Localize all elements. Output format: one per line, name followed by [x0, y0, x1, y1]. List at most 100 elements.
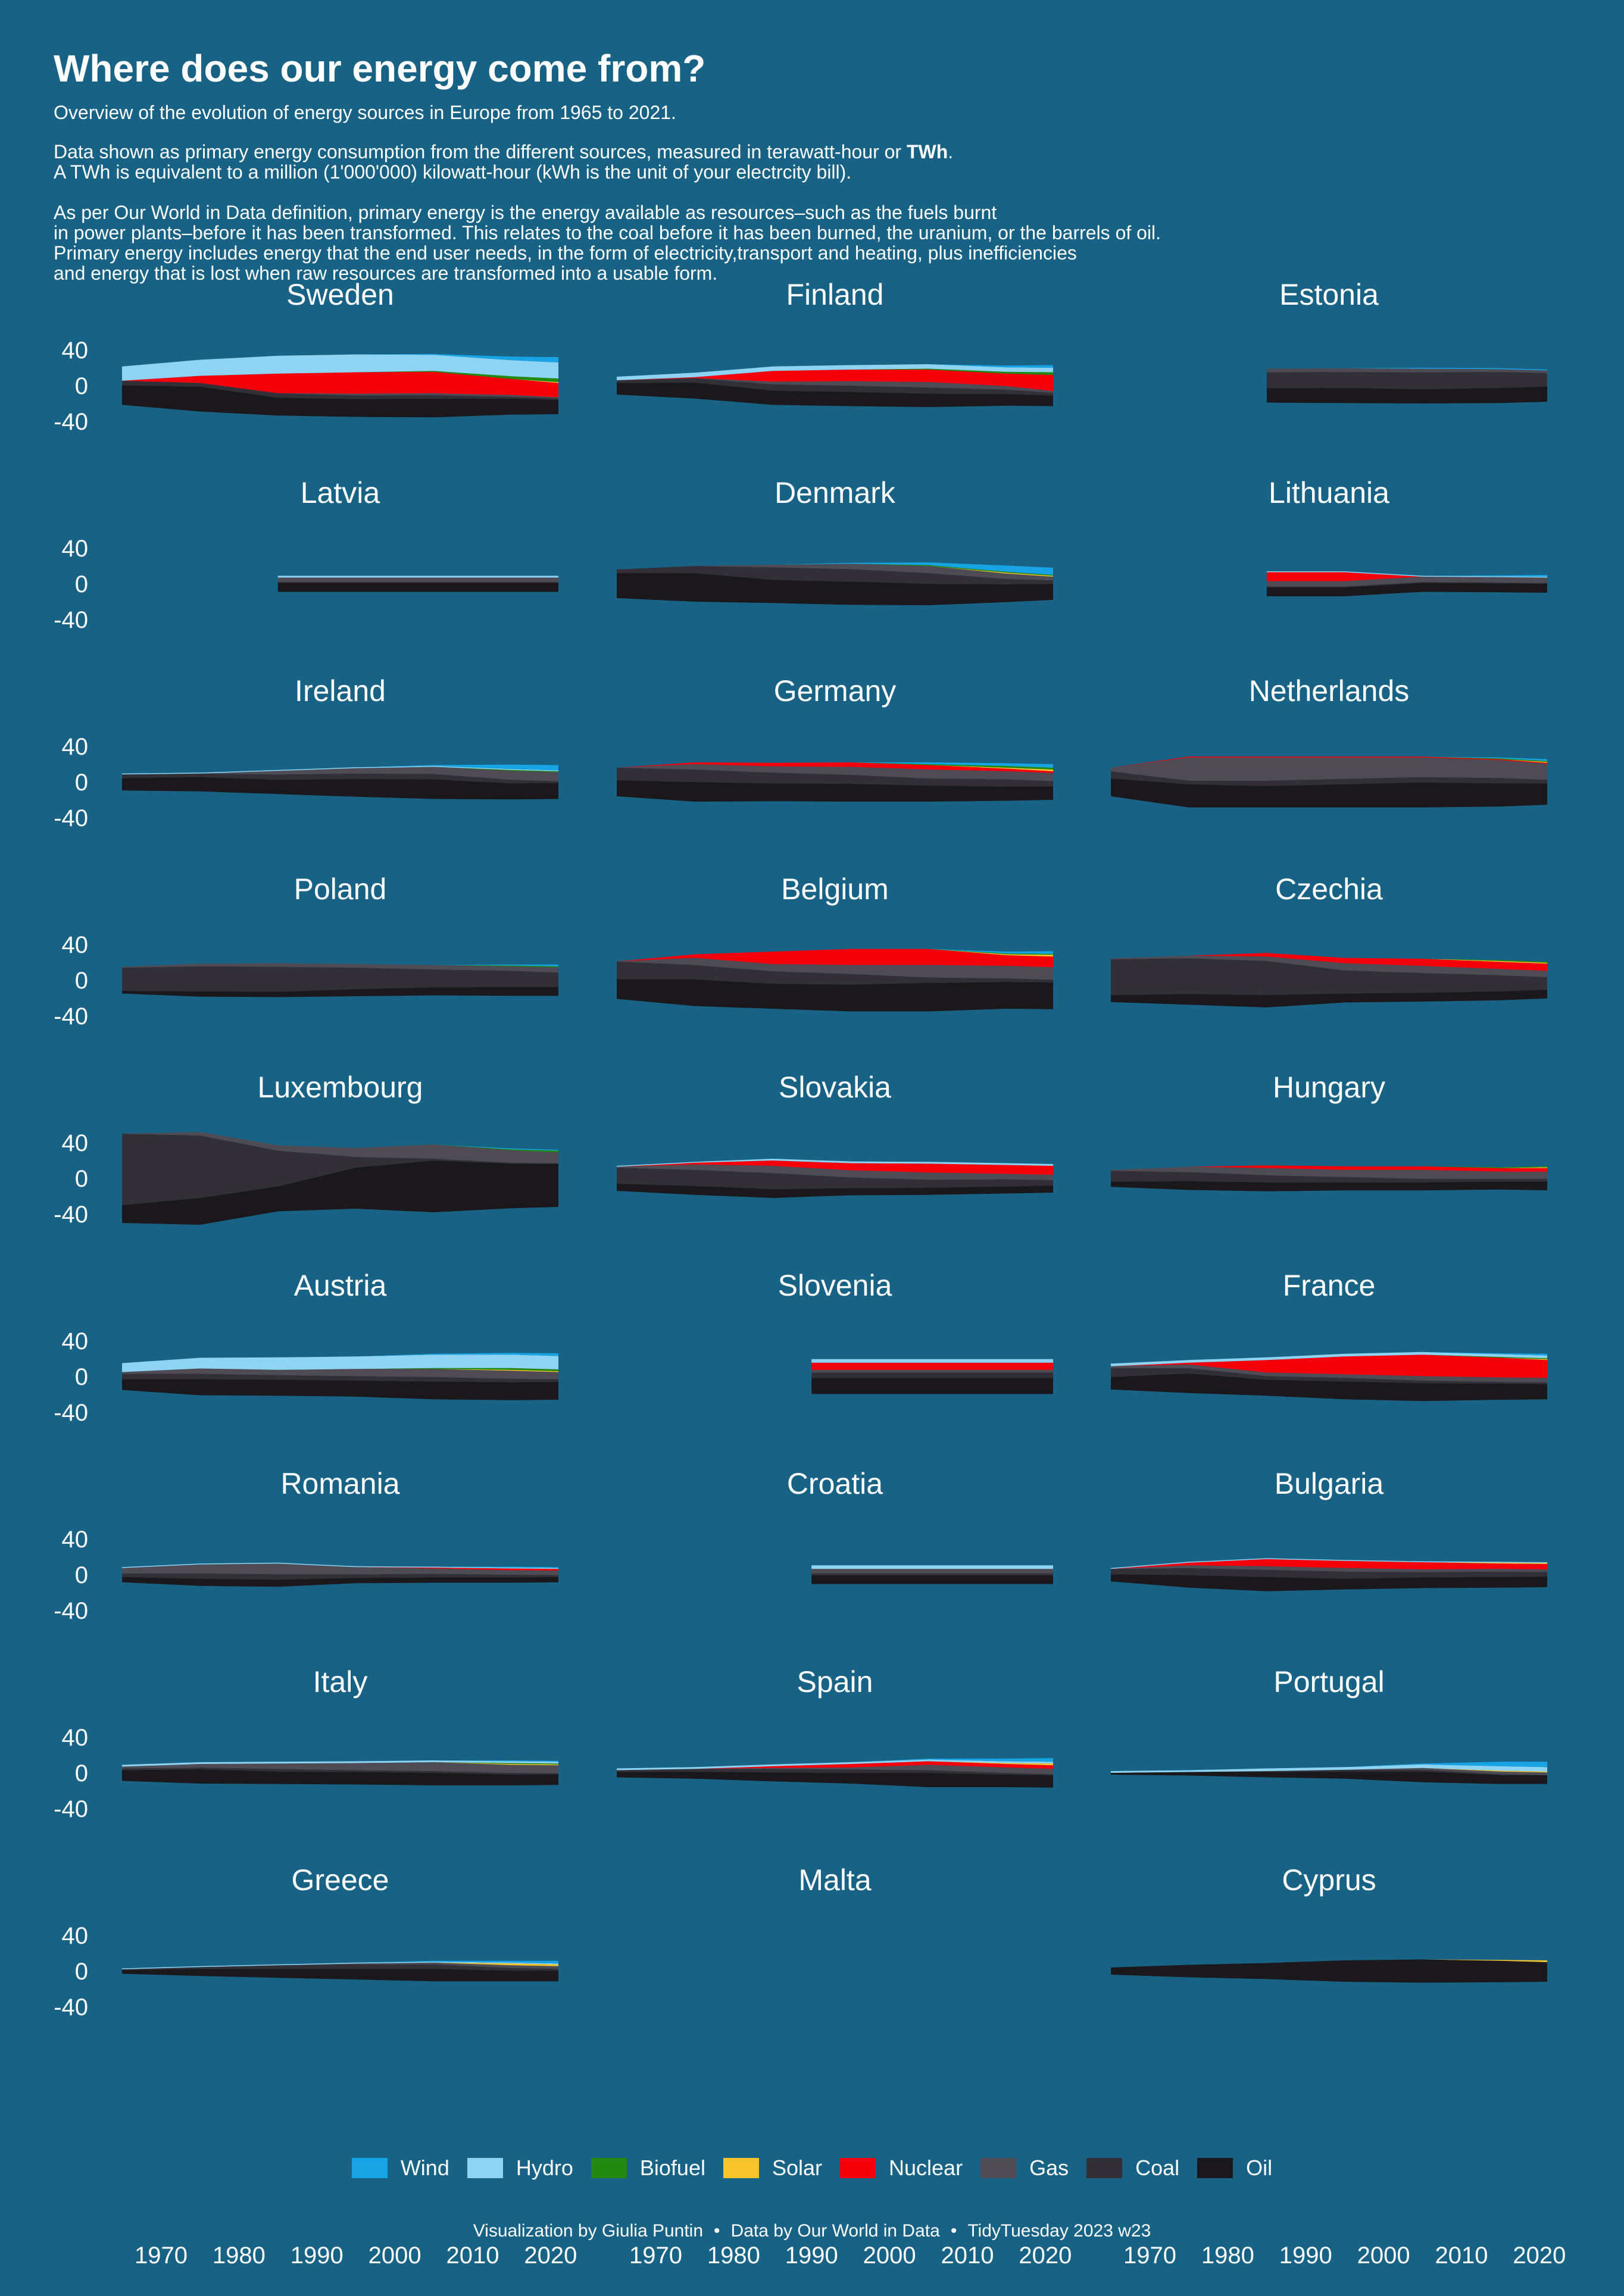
stream-oil [811, 1378, 1053, 1394]
legend-label: Hydro [516, 2156, 573, 2180]
y-tick-label: 0 [75, 1364, 88, 1390]
x-tick-label: 1990 [785, 2242, 838, 2269]
y-tick-label: 40 [62, 1527, 89, 1553]
stream-coal [122, 773, 558, 784]
y-tick-label: -40 [54, 1400, 88, 1426]
y-tick-label: -40 [54, 1796, 88, 1822]
stream-gas [1111, 1565, 1547, 1572]
stream-coal [617, 768, 1053, 787]
legend-item-nuclear: Nuclear [840, 2156, 963, 2181]
stream-hydro [811, 1565, 1053, 1569]
stream-oil [617, 382, 1053, 407]
stream-gas [617, 764, 1053, 781]
legend-item-hydro: Hydro [467, 2156, 573, 2181]
stream-coal [122, 1374, 558, 1382]
legend-label: Gas [1029, 2156, 1069, 2180]
stream-gas [811, 1369, 1053, 1373]
panel-title: France [1283, 1269, 1376, 1302]
legend-swatch [980, 2158, 1017, 2178]
y-tick-label: 0 [75, 769, 88, 796]
definition-line-4: and energy that is lost when raw resourc… [54, 262, 718, 284]
stream-gas [1111, 757, 1547, 781]
legend-swatch [591, 2158, 627, 2178]
y-tick-label: -40 [54, 1003, 88, 1030]
y-tick-label: 40 [62, 337, 89, 364]
stream-oil [122, 1379, 558, 1400]
panel-sweden: Sweden 40 0 -40 [54, 278, 558, 435]
stream-gas [617, 1765, 1053, 1775]
stream-coal [1111, 1368, 1547, 1384]
stream-gas [1111, 955, 1547, 977]
panel-title: Austria [294, 1269, 387, 1302]
stream-nuclear [617, 370, 1053, 391]
stream-oil [1111, 1574, 1547, 1591]
data-note-unit: TWh [906, 141, 948, 162]
y-tick-label: 0 [75, 1562, 88, 1588]
panel-title: Latvia [301, 476, 380, 509]
stream-coal [811, 1372, 1053, 1378]
stream-oil [122, 987, 558, 997]
stream-nuclear [122, 1563, 558, 1571]
stream-gas [1111, 1166, 1547, 1179]
x-tick-label: 1970 [629, 2242, 682, 2269]
stream-nuclear [1111, 1355, 1547, 1378]
caption-separator: • [714, 2221, 720, 2241]
panel-luxembourg: Luxembourg 40 0 -40 [54, 1071, 558, 1228]
stream-hydro [122, 1562, 558, 1569]
panel-slovenia: Slovenia [778, 1269, 1053, 1394]
stream-oil [617, 1184, 1053, 1198]
y-tick-label: 40 [62, 1923, 89, 1949]
panel-austria: Austria 40 0 -40 [54, 1269, 558, 1426]
panel-lithuania: Lithuania [1266, 476, 1547, 608]
stream-oil [1111, 1959, 1547, 1983]
stream-hydro [1111, 1764, 1547, 1773]
panel-portugal: Portugal [1111, 1665, 1547, 1784]
stream-coal [122, 966, 558, 992]
x-tick-label: 2020 [1019, 2242, 1072, 2269]
stream-oil [1111, 778, 1547, 808]
legend-item-wind: Wind [351, 2156, 449, 2181]
stream-wind [122, 1353, 558, 1363]
stream-oil [122, 1576, 558, 1587]
stream-oil [1111, 1181, 1547, 1191]
panel-ireland: Ireland 40 0 -40 [54, 674, 558, 831]
stream-gas [277, 574, 558, 582]
stream-hydro [617, 1159, 1053, 1167]
panel-title: Spain [797, 1665, 873, 1698]
panel-czechia: Czechia [1111, 872, 1547, 1008]
legend-swatch [467, 2158, 503, 2178]
stream-nuclear [617, 949, 1053, 968]
panel-title: Slovakia [779, 1071, 891, 1104]
caption-separator: • [950, 2221, 957, 2241]
stream-oil [617, 780, 1053, 802]
stream-coal [1111, 1171, 1547, 1183]
stream-coal [122, 1964, 558, 1971]
panel-title: Portugal [1273, 1665, 1384, 1698]
panel-title: Denmark [774, 476, 896, 509]
panel-finland: Finland [617, 278, 1053, 407]
stream-gas [122, 1962, 558, 1969]
stream-hydro [122, 1962, 558, 1969]
panel-poland: Poland 40 0 -40 [54, 872, 558, 1030]
stream-wind [122, 1960, 558, 1969]
stream-gas [1266, 356, 1547, 373]
stream-coal [122, 1134, 558, 1205]
subtitle: Overview of the evolution of energy sour… [54, 102, 676, 123]
stream-coal [1111, 958, 1547, 995]
definition-note: As per Our World in Data definition, pri… [54, 202, 1161, 283]
stream-coal [617, 566, 1053, 584]
stream-gas [122, 1563, 558, 1575]
x-tick-label: 2000 [1357, 2242, 1410, 2269]
x-tick-label: 2020 [524, 2242, 577, 2269]
panel-title: Slovenia [778, 1269, 892, 1302]
stream-gas [617, 564, 1053, 580]
stream-oil [1111, 1771, 1547, 1784]
stream-gas [122, 1132, 558, 1163]
stream-coal [1111, 1769, 1547, 1775]
stream-coal [122, 1768, 558, 1775]
stream-gas [617, 958, 1053, 980]
stream-nuclear [617, 762, 1053, 773]
stream-oil [122, 777, 558, 800]
legend-label: Solar [772, 2156, 823, 2180]
x-tick-label: 2000 [368, 2242, 421, 2269]
